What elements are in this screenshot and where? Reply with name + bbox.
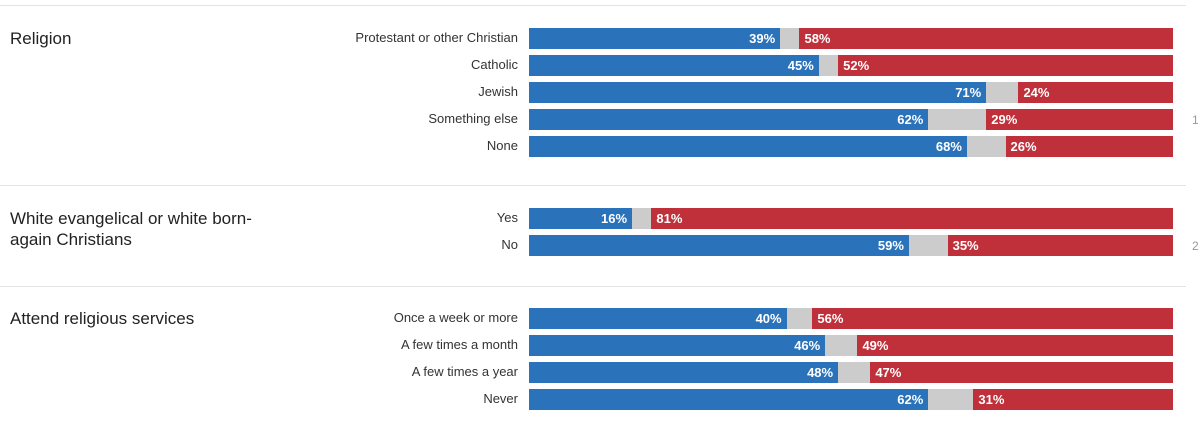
republican-bar-segment: [1005, 136, 1173, 157]
democrat-bar-segment: [529, 308, 787, 329]
democrat-value-label: 71%: [955, 85, 982, 100]
other-bar-segment: [908, 235, 948, 256]
republican-bar-segment: [947, 235, 1173, 256]
group-divider: [0, 185, 1186, 186]
democrat-value-label: 16%: [601, 211, 628, 226]
other-bar-segment: [986, 82, 1019, 103]
stacked-bar: 46% 49%: [529, 335, 1173, 356]
other-bar-segment: [928, 389, 974, 410]
democrat-value-label: 48%: [807, 365, 834, 380]
stacked-bar: 39% 58%: [529, 28, 1173, 49]
republican-bar-segment: [651, 208, 1173, 229]
stacked-bar: 48% 47%: [529, 362, 1173, 383]
other-bar-segment: [825, 335, 858, 356]
other-bar-segment: [632, 208, 652, 229]
democrat-bar-segment: [529, 335, 826, 356]
democrat-bar-segment: [529, 235, 909, 256]
republican-bar-segment: [973, 389, 1173, 410]
democrat-value-label: 45%: [787, 58, 814, 73]
stacked-bar: 40% 56%: [529, 308, 1173, 329]
group-divider: [0, 5, 1186, 6]
row-label: Yes: [496, 210, 518, 225]
row-label: A few times a month: [400, 337, 518, 352]
republican-value-label: 52%: [843, 58, 870, 73]
democrat-bar-segment: [529, 208, 633, 229]
republican-value-label: 29%: [991, 112, 1018, 127]
republican-bar-segment: [812, 308, 1173, 329]
democrat-bar-segment: [529, 389, 929, 410]
other-bar-segment: [818, 55, 839, 76]
republican-value-label: 31%: [978, 392, 1005, 407]
republican-bar-segment: [986, 109, 1173, 130]
group-title: White evangelical or white born-again Ch…: [10, 209, 252, 249]
stacked-bar: 45% 52%: [529, 55, 1173, 76]
republican-bar-segment: [857, 335, 1173, 356]
republican-value-label: 24%: [1023, 85, 1050, 100]
democrat-value-label: 68%: [935, 139, 962, 154]
stacked-bar: 68% 26%: [529, 136, 1173, 157]
row-label: No: [501, 237, 518, 252]
row-extra-value: 2: [1192, 239, 1199, 253]
row-label: None: [486, 138, 518, 153]
democrat-value-label: 62%: [897, 112, 924, 127]
republican-value-label: 58%: [804, 31, 831, 46]
republican-value-label: 49%: [862, 338, 889, 353]
row-label: Jewish: [478, 84, 518, 99]
row-label: Once a week or more: [393, 310, 518, 325]
democrat-value-label: 46%: [794, 338, 821, 353]
republican-bar-segment: [799, 28, 1173, 49]
democrat-value-label: 59%: [877, 238, 904, 253]
republican-value-label: 35%: [952, 238, 979, 253]
republican-value-label: 81%: [656, 211, 683, 226]
republican-bar-segment: [870, 362, 1173, 383]
stacked-bar: 71% 24%: [529, 82, 1173, 103]
other-bar-segment: [786, 308, 813, 329]
republican-value-label: 56%: [817, 311, 844, 326]
row-label: Something else: [428, 111, 518, 126]
other-bar-segment: [966, 136, 1006, 157]
stacked-bar: 59% 35%: [529, 235, 1173, 256]
republican-value-label: 26%: [1010, 139, 1037, 154]
group-title: Attend religious services: [10, 309, 195, 328]
republican-value-label: 47%: [875, 365, 902, 380]
democrat-value-label: 62%: [897, 392, 924, 407]
other-bar-segment: [838, 362, 871, 383]
group-divider: [0, 286, 1186, 287]
republican-bar-segment: [838, 55, 1173, 76]
democrat-bar-segment: [529, 109, 929, 130]
row-extra-value: 1: [1192, 113, 1199, 127]
stacked-bar: 16% 81%: [529, 208, 1173, 229]
democrat-bar-segment: [529, 136, 967, 157]
democrat-bar-segment: [529, 28, 781, 49]
row-label: A few times a year: [411, 364, 518, 379]
other-bar-segment: [928, 109, 987, 130]
democrat-bar-segment: [529, 55, 819, 76]
democrat-value-label: 40%: [755, 311, 782, 326]
democrat-bar-segment: [529, 82, 987, 103]
democrat-bar-segment: [529, 362, 839, 383]
row-label: Protestant or other Christian: [355, 30, 518, 45]
democrat-value-label: 39%: [749, 31, 776, 46]
republican-bar-segment: [1018, 82, 1173, 103]
stacked-bar: 62% 29%: [529, 109, 1173, 130]
row-label: Catholic: [471, 57, 518, 72]
other-bar-segment: [780, 28, 800, 49]
group-title: Religion: [10, 29, 72, 48]
row-label: Never: [483, 391, 518, 406]
stacked-bar: 62% 31%: [529, 389, 1173, 410]
